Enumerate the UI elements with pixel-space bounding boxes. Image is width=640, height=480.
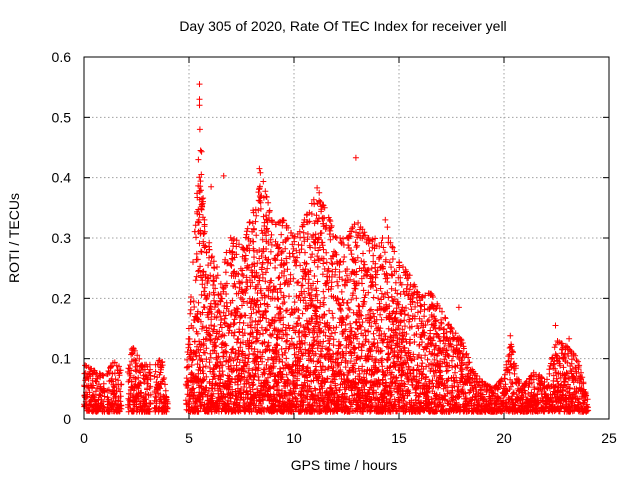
x-tick-label: 25 [601, 430, 617, 446]
y-tick-label: 0.4 [52, 170, 72, 186]
x-axis-label: GPS time / hours [291, 457, 398, 473]
x-tick-label: 15 [391, 430, 407, 446]
x-tick-label: 5 [185, 430, 193, 446]
x-tick-label: 10 [286, 430, 302, 446]
y-tick-label: 0.2 [52, 290, 72, 306]
roti-points [81, 81, 592, 415]
y-tick-label: 0.1 [52, 351, 72, 367]
y-axis-label: ROTI / TECUs [6, 193, 22, 283]
x-tick-label: 0 [80, 430, 88, 446]
plot-frame [83, 56, 610, 420]
axis-ticks: 0 5 10 15 20 25 0 0.1 0.2 0.3 0.4 0.5 0.6 [52, 49, 617, 446]
y-tick-label: 0.5 [52, 109, 72, 125]
data-points [81, 81, 592, 415]
chart-title: Day 305 of 2020, Rate Of TEC Index for r… [179, 18, 506, 34]
y-tick-label: 0 [63, 411, 71, 427]
y-tick-label: 0.3 [52, 230, 72, 246]
x-tick-label: 20 [496, 430, 512, 446]
y-tick-label: 0.6 [52, 49, 72, 65]
